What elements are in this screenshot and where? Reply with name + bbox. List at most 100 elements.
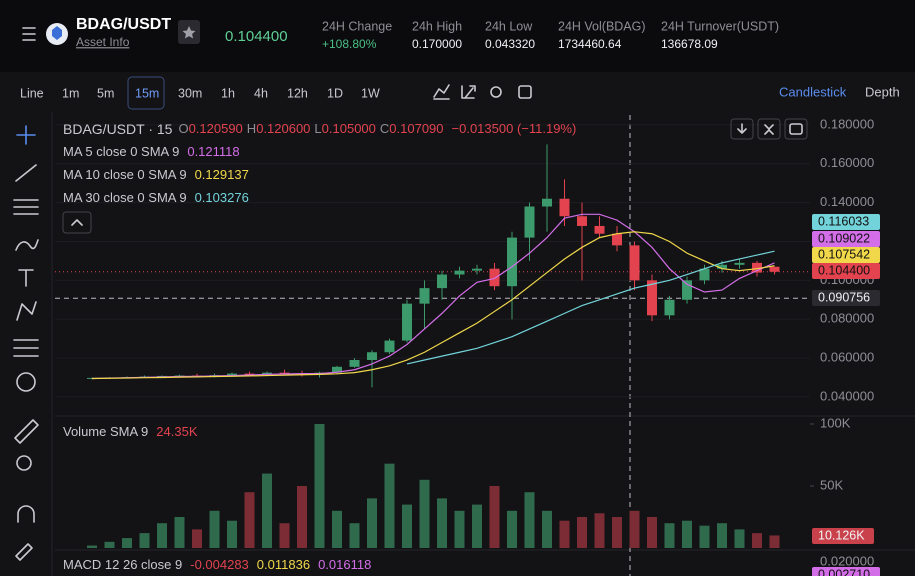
candle-body [734,262,745,265]
indicator-legend: MA 30 close 0 SMA 9 0.103276 [63,190,249,205]
legend-part: 0.120600 [256,121,310,136]
menu-icon[interactable] [22,27,36,41]
y-tick-label: 0.160000 [820,155,874,170]
symbol[interactable]: BDAG/USDT [76,16,171,33]
crosshair-tag-bg [812,290,880,306]
legend-part: BDAG/USDT · 15 [63,121,173,137]
volume-bar [419,479,430,548]
interval-button[interactable]: 1h [221,86,235,100]
volume-bar [174,517,185,548]
volume-bar [192,529,202,548]
interval-button[interactable]: Line [20,86,44,100]
stat-label: 24h High [412,19,462,33]
interval-button[interactable]: 4h [254,86,268,100]
line-tool[interactable] [15,164,37,182]
header-bar [0,0,915,65]
ruler-tool[interactable] [14,419,39,444]
volume-bar [472,504,482,548]
volume-tag: 10.126K [818,528,865,542]
interval-toolbar: Line 1m 5m 15m 30m 1h 4h 12h 1D 1W Candlestick Dept… [20,76,900,110]
emoji-tool[interactable] [16,372,36,392]
asset-info[interactable]: Asset Info [76,35,130,49]
candle-body [717,264,727,269]
ma-tag: 0.116033 [818,214,869,228]
legend-part: MACD 12 26 close 9 [63,557,182,572]
brush-tool[interactable] [15,239,39,251]
stat-value: 1734460.64 [558,37,622,51]
ma-line [406,250,775,365]
volume-bar [367,498,377,548]
magnet-tool[interactable] [17,505,35,523]
settings-icon[interactable] [490,86,502,98]
legend-part: 0.103276 [195,190,249,205]
candle-body [472,268,482,271]
volume-bar [227,520,237,548]
legend-part: Volume SMA 9 [63,424,148,439]
macd-legend: MACD 12 26 close 9 -0.004283 0.011836 0.016… [63,557,371,572]
volume-bar [489,486,500,548]
interval-button[interactable]: 15m [135,86,159,100]
volume-bar [437,498,447,548]
interval-button[interactable]: 1m [62,86,79,100]
candle-body [752,262,762,273]
candle-body [227,373,237,376]
view-button[interactable]: Candlestick [779,84,847,99]
legend-part: 0.129137 [195,167,249,182]
crosshair-tool[interactable] [16,125,36,145]
volume-bar [647,517,657,548]
candle-body [244,373,255,375]
snapshot-icon[interactable] [518,85,532,99]
volume-bar [122,538,132,548]
token-logo-mark [52,26,62,40]
candle-body [769,266,780,272]
volume-bar [612,517,622,548]
interval-button[interactable]: 5m [97,86,114,100]
candle-body [489,268,500,287]
interval-button[interactable]: 1W [361,86,380,100]
y-tick-label: 0.080000 [820,311,874,326]
stat-label: 24H Change [322,19,392,33]
lock-tool[interactable] [15,543,33,561]
indicator-icon[interactable] [433,84,450,100]
candle-body [559,198,570,217]
candle-body [699,268,710,281]
ma-line [91,231,775,380]
legend-part: −0.013500 (−11.19%) [452,121,577,136]
volume-bar [682,520,692,548]
volume-bar [157,523,167,548]
collapse-button[interactable] [757,118,781,140]
interval-button[interactable]: 30m [178,86,202,100]
volume-bar [384,463,395,548]
ma-tag: 0.107542 [818,247,870,261]
y-tick-label: 0.180000 [820,116,874,131]
pattern-tool[interactable] [16,301,37,321]
view-button[interactable]: Depth [865,84,900,99]
ma-tag-bg [812,231,880,247]
legend-part: MA 5 close 0 SMA 9 [63,144,179,159]
legend-part: 0.107090 [389,121,443,136]
fib-tool[interactable] [13,199,39,215]
volume-bar [664,523,675,548]
legend-part: 0.120590 [189,121,243,136]
reset-button[interactable] [784,118,808,140]
interval-button[interactable]: 12h [287,86,308,100]
draw-icon[interactable] [461,85,476,99]
active-interval [127,76,165,110]
position-tool[interactable] [13,339,39,357]
indicator-legend: MA 10 close 0 SMA 9 0.129137 [63,167,249,182]
candle-body [419,288,430,304]
stat-label: 24h Low [485,19,533,33]
candle-body [682,280,692,300]
scroll-button[interactable] [730,118,754,140]
legend-toggle[interactable] [62,211,92,234]
volume-bar [629,510,640,548]
indicator-legend: MA 5 close 0 SMA 9 0.121118 [63,144,240,159]
text-tool[interactable] [18,269,34,287]
last-price-tag: 0.104400 [818,263,870,277]
volume-bar [244,492,255,548]
volume-bar [559,520,570,548]
candle-body [402,303,412,341]
interval-button[interactable]: 1D [327,86,343,100]
zoom-tool[interactable] [16,455,32,471]
